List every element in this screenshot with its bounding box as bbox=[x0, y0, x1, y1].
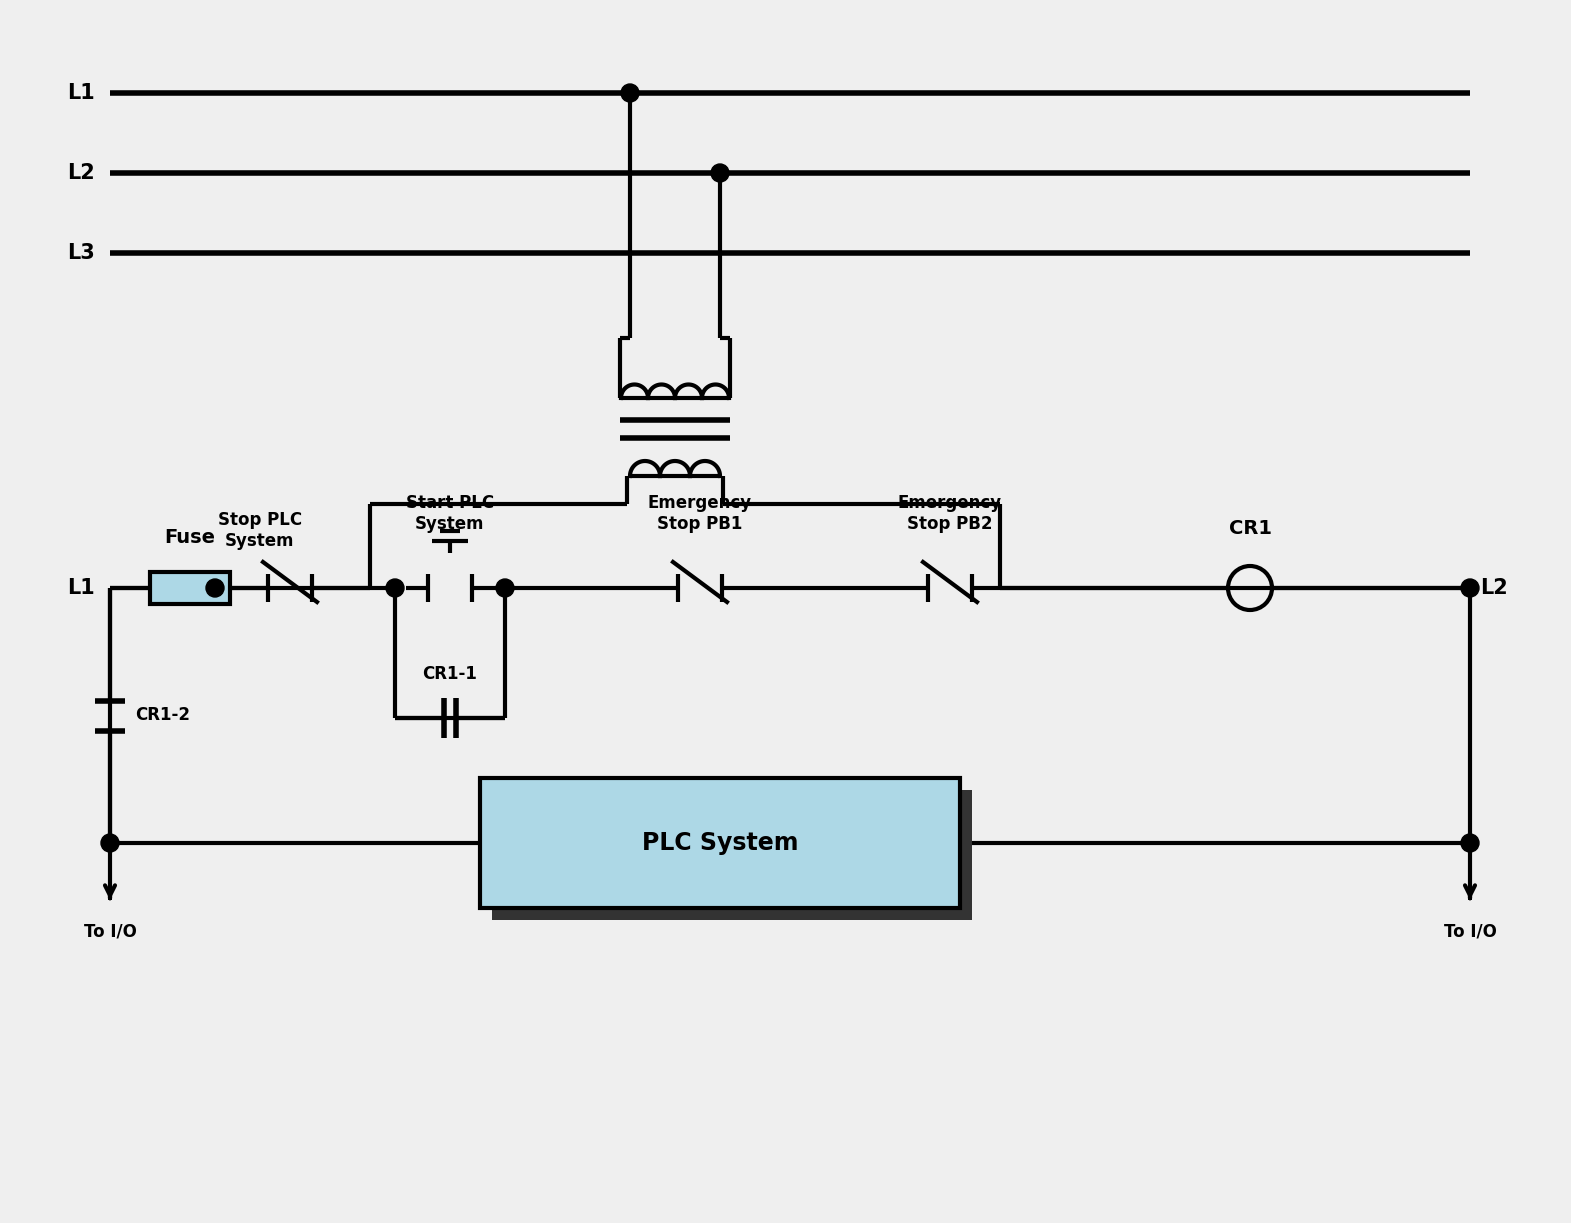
Text: To I/O: To I/O bbox=[83, 923, 137, 940]
Bar bbox=[481, 778, 960, 907]
Text: CR1-2: CR1-2 bbox=[135, 707, 190, 724]
Bar bbox=[149, 572, 229, 604]
Circle shape bbox=[386, 578, 404, 597]
Circle shape bbox=[1461, 578, 1478, 597]
Circle shape bbox=[101, 834, 119, 852]
Circle shape bbox=[621, 84, 639, 102]
Text: L2: L2 bbox=[68, 163, 94, 183]
Circle shape bbox=[1461, 834, 1478, 852]
Text: L1: L1 bbox=[68, 83, 94, 103]
Text: Emergency
Stop PB1: Emergency Stop PB1 bbox=[647, 494, 753, 533]
Text: L3: L3 bbox=[68, 243, 94, 263]
Text: L2: L2 bbox=[1480, 578, 1508, 598]
Circle shape bbox=[496, 578, 514, 597]
Text: CR1: CR1 bbox=[1229, 519, 1271, 538]
Text: Fuse: Fuse bbox=[165, 528, 215, 547]
Bar bbox=[492, 790, 972, 920]
Text: L1: L1 bbox=[68, 578, 94, 598]
Text: PLC System: PLC System bbox=[641, 830, 798, 855]
Circle shape bbox=[712, 164, 729, 182]
Text: CR1-1: CR1-1 bbox=[423, 665, 478, 682]
Circle shape bbox=[206, 578, 225, 597]
Text: Emergency
Stop PB2: Emergency Stop PB2 bbox=[899, 494, 1002, 533]
Text: Start PLC
System: Start PLC System bbox=[405, 494, 493, 533]
Text: Stop PLC
System: Stop PLC System bbox=[218, 511, 302, 550]
Text: To I/O: To I/O bbox=[1444, 923, 1497, 940]
